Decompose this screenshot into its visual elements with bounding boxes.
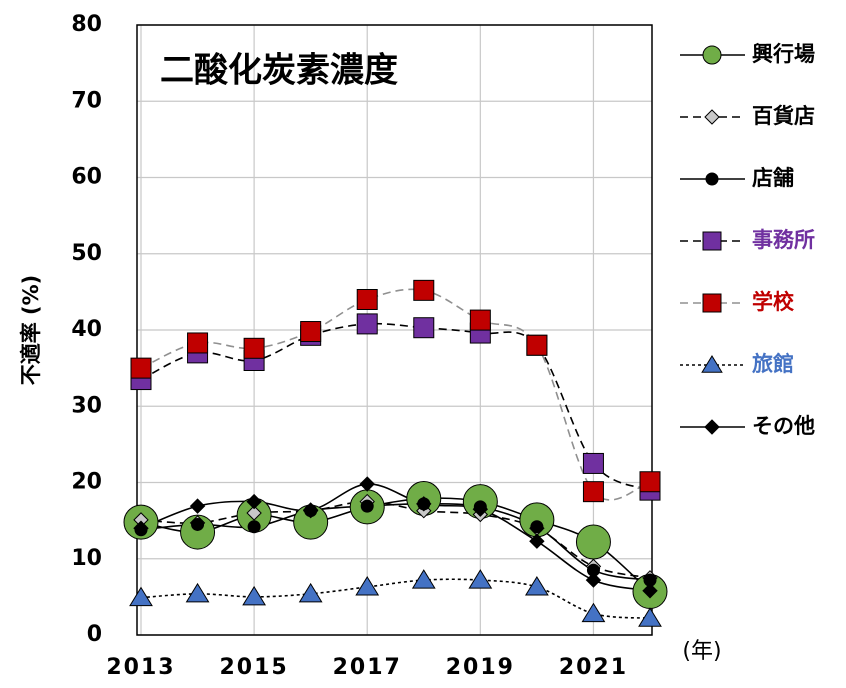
marker	[298, 582, 323, 603]
marker	[360, 499, 374, 513]
series-line	[140, 503, 651, 581]
marker	[413, 317, 435, 339]
marker	[242, 585, 267, 606]
marker	[581, 602, 606, 623]
legend-label: 百貨店	[752, 104, 815, 128]
y-tick-label: 40	[71, 317, 102, 342]
marker	[472, 501, 489, 517]
chart-title: 二酸化炭素濃度	[160, 51, 398, 91]
marker	[468, 569, 493, 589]
legend-label: 旅館	[752, 352, 794, 376]
y-tick-label: 20	[71, 470, 102, 495]
y-tick-label: 60	[71, 165, 102, 190]
marker	[246, 493, 262, 510]
marker	[639, 471, 661, 493]
x-tick-label: 2013	[106, 655, 175, 680]
y-tick-label: 80	[71, 12, 102, 37]
y-tick-label: 70	[71, 88, 102, 113]
marker	[130, 357, 152, 379]
marker	[300, 321, 322, 343]
x-tick-label: 2021	[559, 655, 628, 680]
marker	[575, 524, 611, 560]
legend-label: 学校	[752, 290, 795, 314]
marker	[638, 607, 662, 627]
marker	[246, 505, 262, 521]
marker	[187, 332, 209, 354]
marker	[585, 572, 602, 588]
x-tick-label: 2017	[333, 655, 402, 680]
marker	[355, 576, 380, 596]
legend-marker	[701, 355, 723, 373]
marker	[642, 583, 658, 599]
y-tick-label: 0	[87, 622, 102, 647]
y-tick-label: 50	[71, 241, 102, 266]
legend-marker	[704, 419, 720, 435]
legend-label: 店舗	[752, 166, 794, 190]
marker	[416, 496, 432, 512]
marker	[356, 313, 378, 335]
series-line	[140, 483, 651, 592]
marker	[189, 498, 206, 514]
legend-marker	[702, 231, 722, 251]
series-line	[140, 497, 651, 593]
y-tick-label: 10	[71, 546, 102, 571]
series-line	[140, 500, 651, 579]
marker	[530, 520, 544, 534]
plot-frame	[136, 24, 653, 636]
marker	[526, 334, 548, 356]
marker	[524, 576, 549, 596]
legend-marker	[702, 45, 722, 65]
marker	[582, 481, 604, 503]
series-line	[140, 578, 651, 620]
marker	[133, 520, 149, 536]
legend-marker	[705, 172, 719, 186]
marker	[129, 586, 153, 607]
marker	[469, 309, 491, 331]
marker	[247, 520, 261, 534]
legend-label: 事務所	[752, 228, 815, 252]
y-axis-label: 不適率 (%)	[19, 275, 43, 386]
marker	[302, 502, 319, 518]
marker	[243, 337, 265, 359]
marker	[411, 569, 436, 589]
marker	[582, 452, 604, 474]
marker	[180, 514, 216, 550]
marker	[191, 517, 205, 531]
marker	[413, 279, 435, 301]
legend-marker	[704, 109, 720, 125]
marker	[359, 476, 375, 492]
marker	[185, 582, 210, 603]
marker	[529, 533, 545, 549]
x-tick-label: 2015	[219, 655, 288, 680]
legend-marker	[702, 293, 722, 313]
x-tick-label: 2019	[446, 655, 515, 680]
legend-label: 興行場	[752, 42, 815, 66]
marker	[356, 289, 378, 310]
legend-label: その他	[752, 414, 815, 438]
x-axis-label: (年)	[682, 639, 721, 664]
y-tick-label: 30	[71, 393, 102, 418]
